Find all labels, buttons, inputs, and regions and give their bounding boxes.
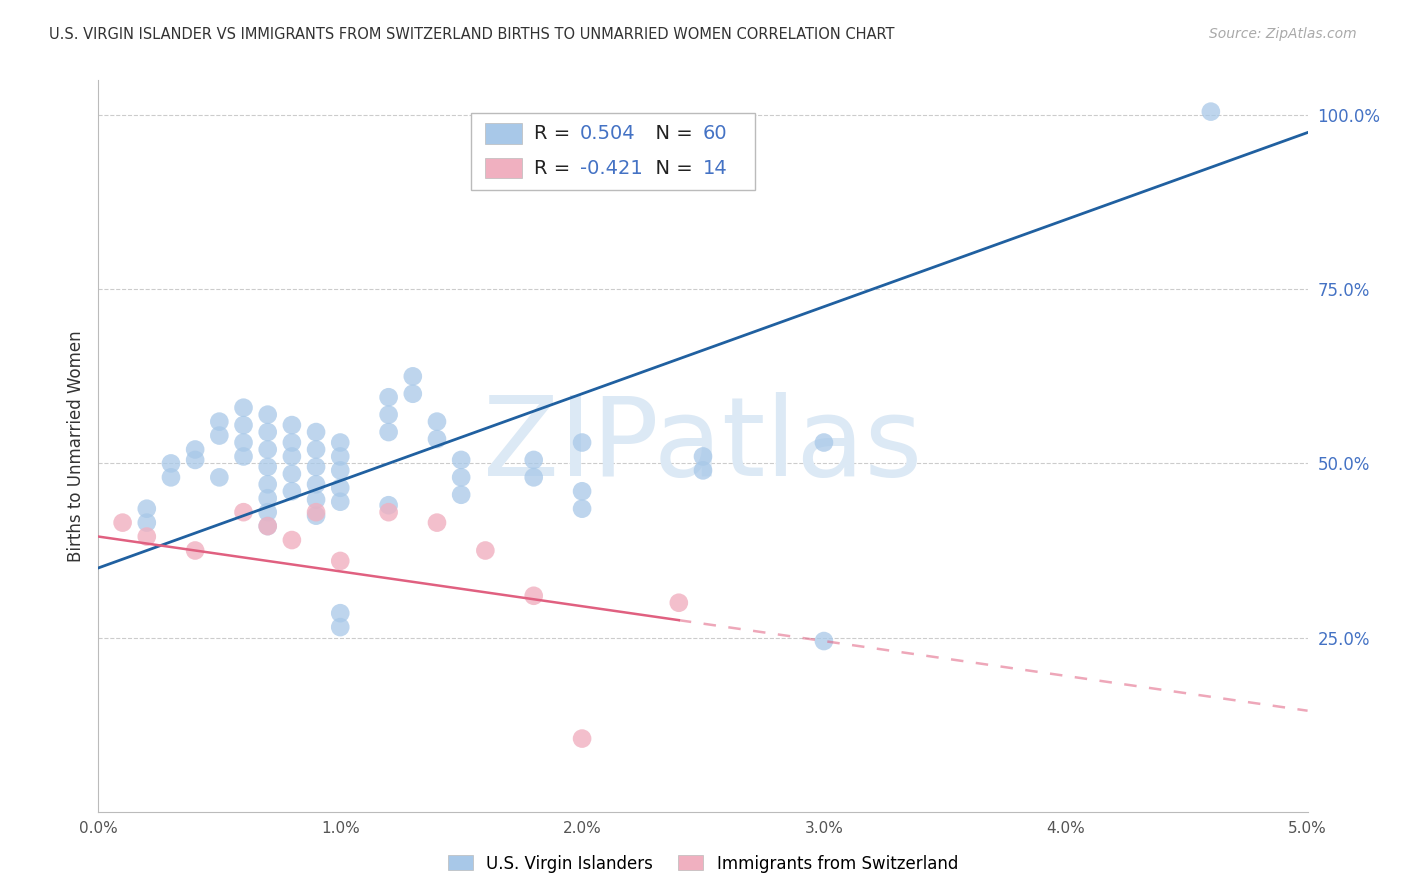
Point xyxy=(184,442,207,457)
Text: -0.421: -0.421 xyxy=(579,159,643,178)
Point xyxy=(135,530,157,544)
Point xyxy=(256,505,278,519)
Point xyxy=(281,450,304,464)
Point xyxy=(160,470,183,484)
Point xyxy=(523,470,546,484)
Point xyxy=(232,505,254,519)
Text: 14: 14 xyxy=(703,159,728,178)
Point xyxy=(377,505,399,519)
Point xyxy=(281,418,304,433)
Point xyxy=(256,442,278,457)
Legend: U.S. Virgin Islanders, Immigrants from Switzerland: U.S. Virgin Islanders, Immigrants from S… xyxy=(441,848,965,880)
Point xyxy=(281,533,304,547)
Point xyxy=(668,596,690,610)
Text: ZIPatlas: ZIPatlas xyxy=(484,392,922,500)
Text: Source: ZipAtlas.com: Source: ZipAtlas.com xyxy=(1209,27,1357,41)
Point xyxy=(377,498,399,512)
Point xyxy=(208,428,231,442)
Point xyxy=(523,453,546,467)
Point xyxy=(377,408,399,422)
Point xyxy=(256,519,278,533)
Point xyxy=(813,634,835,648)
Text: N =: N = xyxy=(643,159,699,178)
Point xyxy=(305,492,328,507)
Point xyxy=(184,543,207,558)
Y-axis label: Births to Unmarried Women: Births to Unmarried Women xyxy=(66,330,84,562)
Point xyxy=(571,435,593,450)
Point xyxy=(692,463,714,477)
Text: R =: R = xyxy=(534,124,576,144)
Point xyxy=(208,415,231,429)
Point xyxy=(523,589,546,603)
Point xyxy=(256,477,278,491)
Point xyxy=(377,390,399,404)
Point xyxy=(426,432,449,446)
Point xyxy=(329,494,352,508)
Text: N =: N = xyxy=(643,124,699,144)
Point xyxy=(329,463,352,477)
FancyBboxPatch shape xyxy=(471,113,755,190)
Point xyxy=(232,435,254,450)
Point xyxy=(281,467,304,481)
Point xyxy=(571,731,593,746)
Point xyxy=(135,501,157,516)
Point xyxy=(305,508,328,523)
FancyBboxPatch shape xyxy=(485,158,522,178)
Point xyxy=(111,516,134,530)
FancyBboxPatch shape xyxy=(485,123,522,144)
Text: 0.504: 0.504 xyxy=(579,124,636,144)
Point xyxy=(450,470,472,484)
Text: U.S. VIRGIN ISLANDER VS IMMIGRANTS FROM SWITZERLAND BIRTHS TO UNMARRIED WOMEN CO: U.S. VIRGIN ISLANDER VS IMMIGRANTS FROM … xyxy=(49,27,894,42)
Point xyxy=(305,459,328,474)
Point xyxy=(232,418,254,433)
Point xyxy=(208,470,231,484)
Point xyxy=(329,481,352,495)
Point xyxy=(232,401,254,415)
Point xyxy=(1199,104,1222,119)
Point xyxy=(256,519,278,533)
Point xyxy=(329,435,352,450)
Point xyxy=(426,516,449,530)
Point xyxy=(256,425,278,439)
Point xyxy=(281,435,304,450)
Point xyxy=(377,425,399,439)
Point xyxy=(329,606,352,620)
Point xyxy=(305,425,328,439)
Point xyxy=(329,620,352,634)
Point xyxy=(281,484,304,499)
Point xyxy=(474,543,496,558)
Point xyxy=(813,435,835,450)
Point xyxy=(402,369,425,384)
Point xyxy=(305,442,328,457)
Point xyxy=(329,554,352,568)
Point xyxy=(305,477,328,491)
Point xyxy=(571,484,593,499)
Point xyxy=(184,453,207,467)
Point xyxy=(305,505,328,519)
Point xyxy=(256,459,278,474)
Point xyxy=(571,501,593,516)
Point xyxy=(692,450,714,464)
Text: 60: 60 xyxy=(703,124,728,144)
Point xyxy=(135,516,157,530)
Point xyxy=(450,453,472,467)
Point xyxy=(450,488,472,502)
Text: R =: R = xyxy=(534,159,576,178)
Point xyxy=(426,415,449,429)
Point xyxy=(232,450,254,464)
Point xyxy=(256,408,278,422)
Point xyxy=(160,457,183,471)
Point xyxy=(329,450,352,464)
Point xyxy=(402,386,425,401)
Point xyxy=(256,491,278,506)
